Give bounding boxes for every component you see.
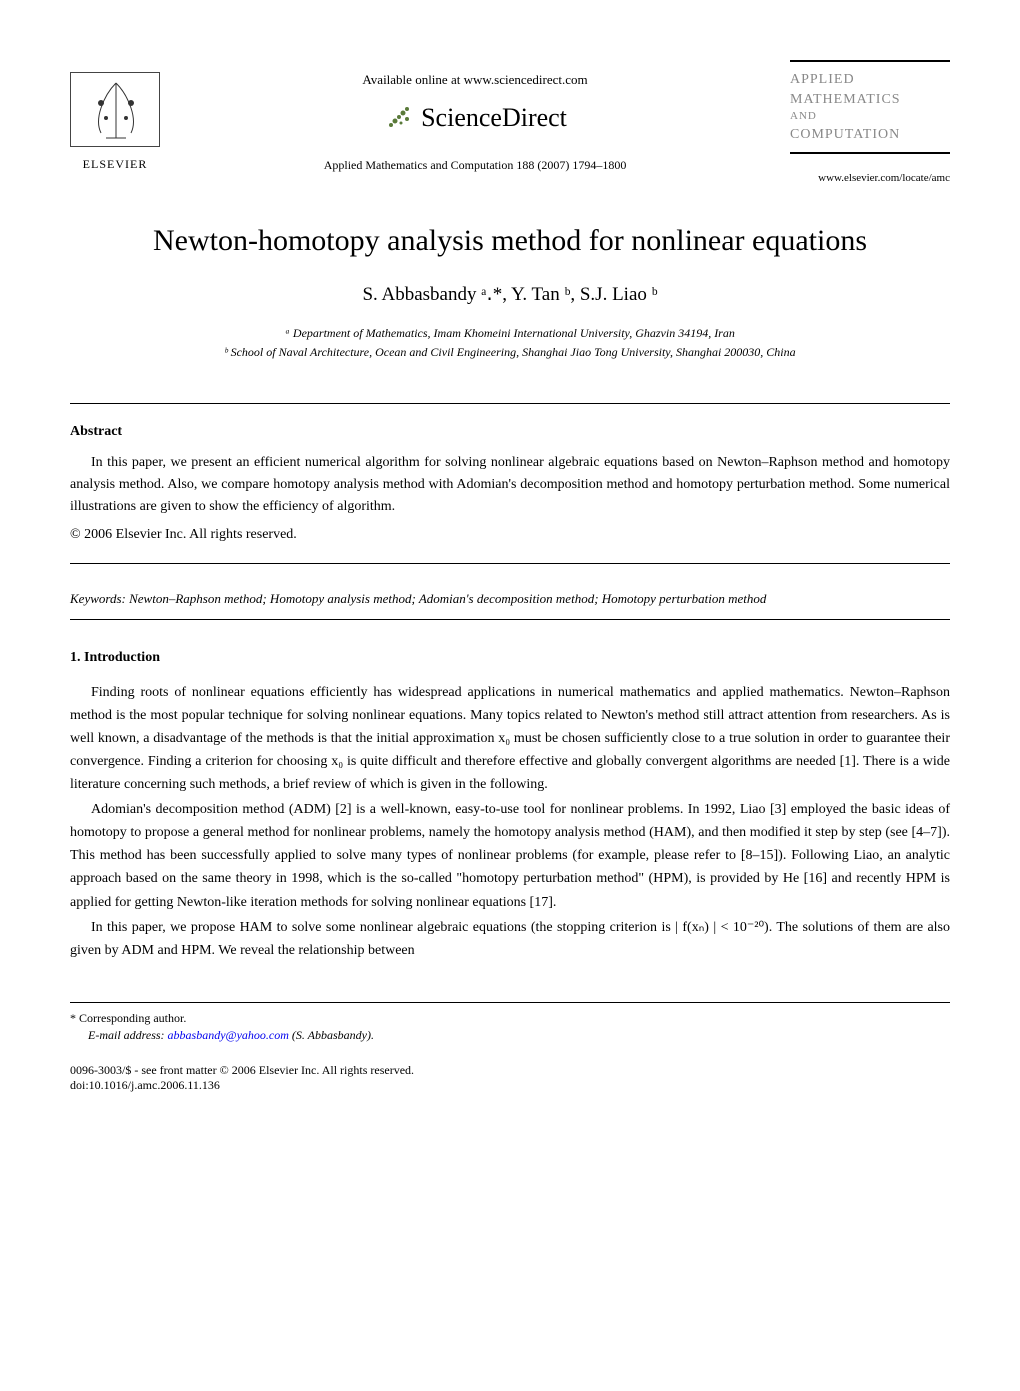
email-address[interactable]: abbasbandy@yahoo.com: [168, 1028, 289, 1042]
center-header: Available online at www.sciencedirect.co…: [160, 72, 790, 173]
sciencedirect-icon: [383, 103, 413, 133]
sciencedirect-text: ScienceDirect: [421, 103, 567, 133]
applied-line1: APPLIED: [790, 70, 950, 90]
affiliation-a: ᵃ Department of Mathematics, Imam Khomei…: [70, 324, 950, 343]
journal-reference: Applied Mathematics and Computation 188 …: [180, 158, 770, 173]
introduction-p2: Adomian's decomposition method (ADM) [2]…: [70, 798, 950, 913]
right-header: APPLIED MATHEMATICS AND COMPUTATION www.…: [790, 60, 950, 184]
available-online-text: Available online at www.sciencedirect.co…: [180, 72, 770, 88]
applied-line4: COMPUTATION: [790, 125, 950, 145]
authors: S. Abbasbandy ᵃ․*, Y. Tan ᵇ, S.J. Liao ᵇ: [70, 283, 950, 306]
abstract-heading: Abstract: [70, 424, 950, 440]
affiliations: ᵃ Department of Mathematics, Imam Khomei…: [70, 324, 950, 362]
keywords-text: Newton–Raphson method; Homotopy analysis…: [126, 591, 767, 606]
footer-section: * Corresponding author. E-mail address: …: [70, 1002, 950, 1093]
header-row: ELSEVIER Available online at www.science…: [70, 60, 950, 184]
corresponding-author: * Corresponding author.: [70, 1011, 950, 1026]
applied-line3: AND: [790, 109, 950, 124]
email-suffix: (S. Abbasbandy).: [289, 1028, 374, 1042]
keywords-label: Keywords:: [70, 591, 126, 606]
applied-line2: MATHEMATICS: [790, 90, 950, 110]
sciencedirect-logo: ScienceDirect: [180, 103, 770, 133]
email-label: E-mail address:: [88, 1028, 168, 1042]
elsevier-logo: ELSEVIER: [70, 72, 160, 172]
email-line: E-mail address: abbasbandy@yahoo.com (S.…: [70, 1028, 950, 1043]
abstract-copyright: © 2006 Elsevier Inc. All rights reserved…: [70, 527, 950, 543]
issn-line: 0096-3003/$ - see front matter © 2006 El…: [70, 1063, 950, 1078]
journal-name-block: APPLIED MATHEMATICS AND COMPUTATION: [790, 60, 950, 154]
article-title: Newton-homotopy analysis method for nonl…: [70, 224, 950, 258]
affiliation-b: ᵇ School of Naval Architecture, Ocean an…: [70, 343, 950, 362]
introduction-p3: In this paper, we propose HAM to solve s…: [70, 916, 950, 962]
journal-url: www.elsevier.com/locate/amc: [790, 172, 950, 184]
doi-line: doi:10.1016/j.amc.2006.11.136: [70, 1078, 950, 1093]
elsevier-tree-icon: [70, 72, 160, 147]
keywords-section: Keywords: Newton–Raphson method; Homotop…: [70, 579, 950, 620]
introduction-p1: Finding roots of nonlinear equations eff…: [70, 681, 950, 796]
doi-section: 0096-3003/$ - see front matter © 2006 El…: [70, 1063, 950, 1093]
abstract-section: Abstract In this paper, we present an ef…: [70, 403, 950, 564]
elsevier-label: ELSEVIER: [83, 157, 148, 172]
abstract-text: In this paper, we present an efficient n…: [70, 452, 950, 519]
introduction-heading: 1. Introduction: [70, 650, 950, 666]
